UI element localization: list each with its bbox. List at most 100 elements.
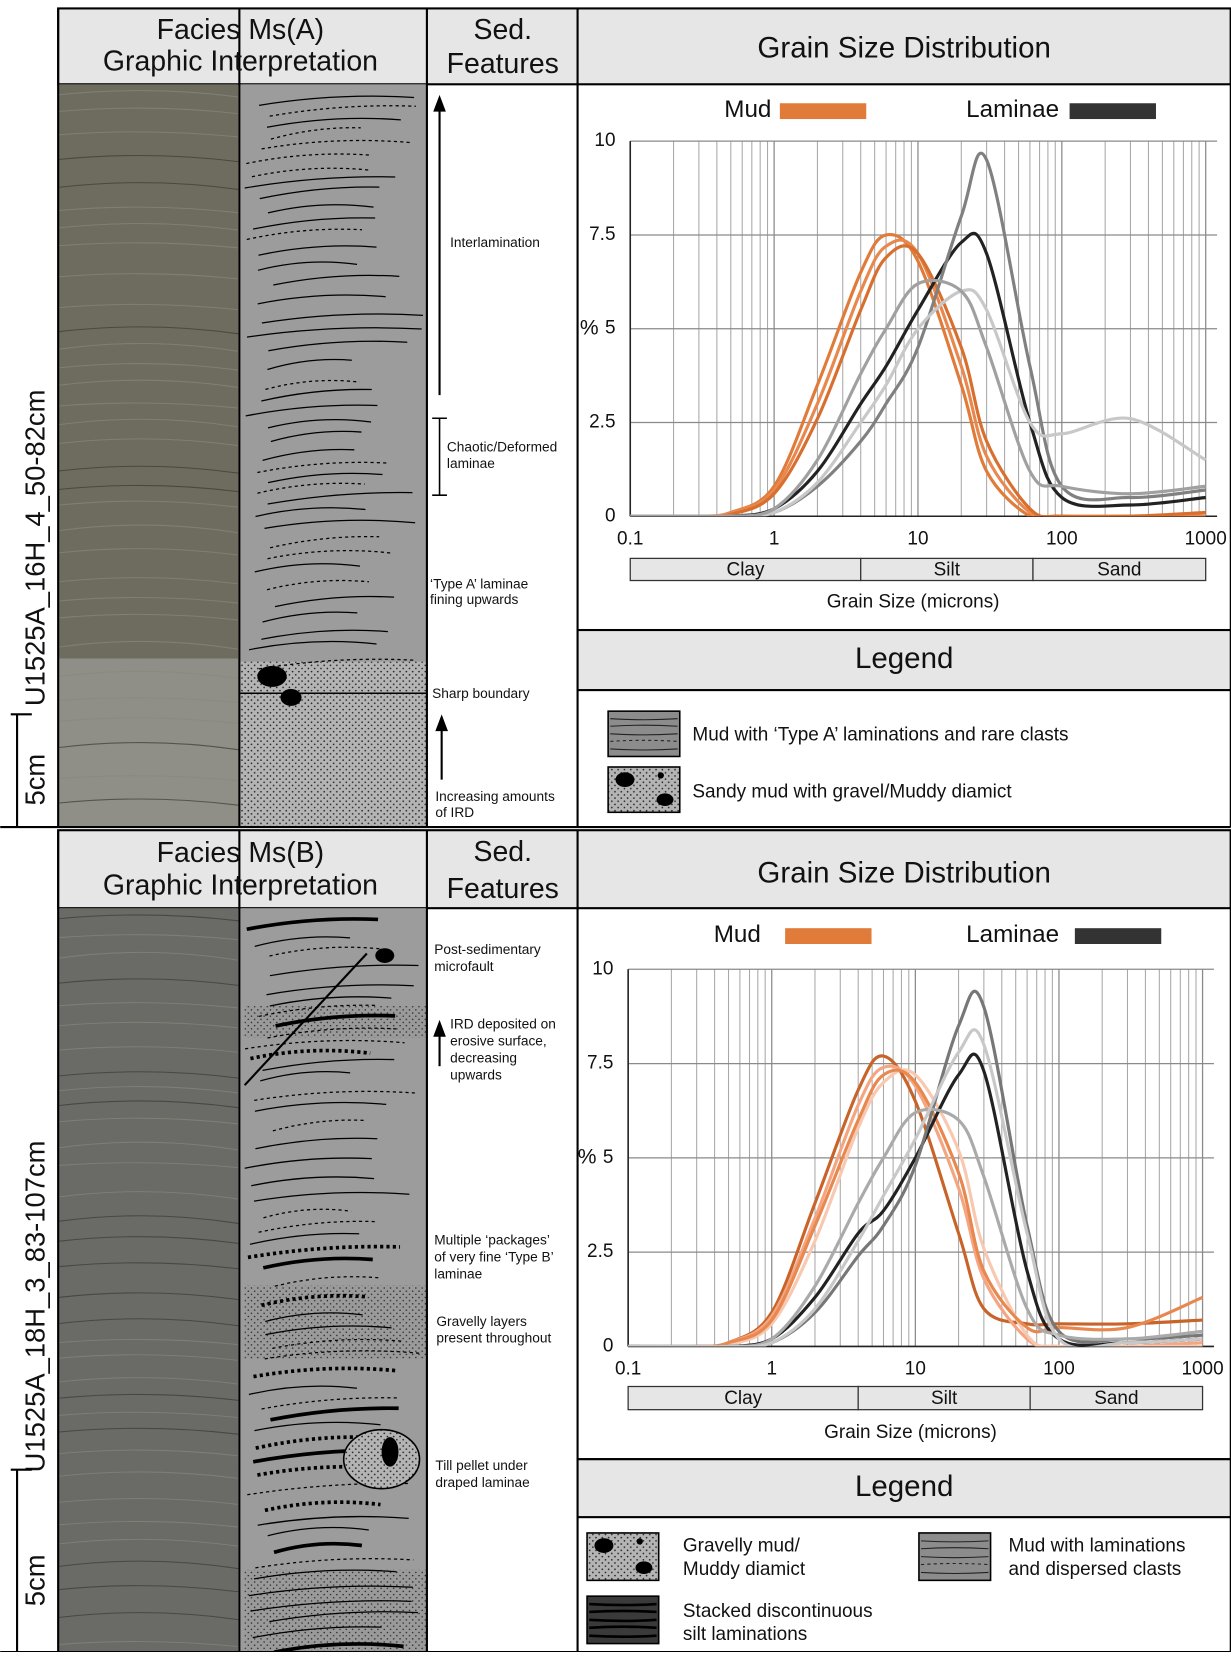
y-tick-label: 2.5 — [589, 411, 615, 432]
sed-title: Sed. — [474, 836, 533, 868]
feature-label: IRD deposited on — [450, 1017, 556, 1032]
clast — [658, 772, 664, 778]
arrow-head — [433, 95, 446, 112]
size-class-label: Sand — [1094, 1388, 1138, 1409]
facies-subtitle: Graphic Interpretation — [103, 46, 378, 78]
chart-title: Grain Size Distribution — [757, 31, 1050, 64]
y-tick-label: 7.5 — [589, 224, 615, 245]
arrow-head — [435, 714, 448, 731]
size-class-label: Clay — [724, 1388, 762, 1409]
legend-item-label: Mud with ‘Type A’ laminations and rare c… — [692, 724, 1068, 745]
lamina — [589, 1611, 656, 1612]
lamina — [589, 1636, 656, 1637]
facies-subtitle: Graphic Interpretation — [103, 870, 378, 902]
clast — [257, 666, 287, 687]
y-tick-label: 10 — [594, 130, 615, 151]
legend-item-label: Gravelly mud/ — [683, 1536, 801, 1557]
feature-label: fining upwards — [430, 592, 518, 607]
arrow-head — [433, 1020, 446, 1037]
feature-label: present throughout — [436, 1331, 551, 1346]
scale-label: 5cm — [19, 754, 50, 806]
x-tick-label: 1000 — [1185, 528, 1227, 549]
legend-label: Mud — [724, 96, 771, 123]
lamina — [589, 1620, 656, 1621]
legend-item-label: Sandy mud with gravel/Muddy diamict — [692, 781, 1012, 802]
sed-subtitle: Features — [447, 873, 559, 905]
legend-swatch — [608, 767, 680, 812]
legend-item-label: silt laminations — [683, 1624, 807, 1645]
x-tick-label: 10 — [907, 528, 928, 549]
clast — [616, 772, 635, 787]
y-tick-label: 0 — [603, 1335, 614, 1356]
feature-label: decreasing — [450, 1050, 517, 1065]
x-tick-label: 100 — [1046, 528, 1078, 549]
sed-title: Sed. — [474, 14, 533, 46]
y-tick-label: 7.5 — [587, 1053, 613, 1074]
legend-swatch — [1070, 103, 1156, 119]
facies-title: Facies Ms(A) — [157, 14, 324, 46]
legend-label: Laminae — [966, 921, 1059, 948]
x-tick-label: 1 — [769, 528, 780, 549]
core-label: U1525A_18H_3_83-107cm — [19, 1141, 50, 1473]
y-tick-label: 5 — [605, 318, 616, 339]
y-tick-label: 2.5 — [587, 1241, 613, 1262]
size-class-label: Sand — [1097, 560, 1141, 581]
legend-label: Mud — [714, 921, 761, 948]
legend-swatch — [587, 1596, 659, 1643]
core-label: U1525A_16H_4_50-82cm — [19, 390, 50, 707]
size-class-label: Clay — [727, 560, 765, 581]
feature-label: ‘Type A’ laminae — [430, 576, 528, 591]
size-class-label: Silt — [931, 1388, 958, 1409]
feature-label: microfault — [434, 959, 494, 974]
size-class-label: Silt — [934, 560, 961, 581]
legend-swatch — [587, 1533, 659, 1580]
feature-label: Multiple ‘packages’ — [434, 1233, 550, 1248]
legend-item-label: Muddy diamict — [683, 1559, 806, 1580]
y-axis-label: % — [578, 1145, 597, 1168]
feature-label: of IRD — [435, 805, 474, 820]
feature-label: Interlamination — [450, 235, 540, 250]
y-tick-label: 10 — [592, 958, 613, 979]
lamina — [589, 1604, 656, 1605]
legend-title: Legend — [855, 1470, 953, 1503]
page: {"panels":[ {"facies_title":"Facies Ms(A… — [0, 0, 1231, 1652]
feature-label: Gravelly layers — [436, 1314, 527, 1329]
feature-label: of very fine ‘Type B’ — [434, 1250, 553, 1265]
gravel-layer — [245, 1570, 427, 1652]
till-pellet — [344, 1430, 420, 1489]
legend-label: Laminae — [966, 96, 1059, 123]
figure: Facies Ms(A)Graphic InterpretationSed.Fe… — [0, 0, 1231, 1652]
x-tick-label: 10 — [905, 1359, 926, 1380]
feature-label: Sharp boundary — [432, 686, 530, 701]
sed-subtitle: Features — [447, 48, 559, 80]
legend-swatch — [919, 1533, 991, 1580]
feature-label: Till pellet under — [435, 1458, 528, 1473]
lamina — [589, 1627, 656, 1628]
y-tick-label: 5 — [603, 1147, 614, 1168]
feature-label: Post-sedimentary — [434, 942, 541, 957]
x-tick-label: 0.1 — [615, 1359, 641, 1380]
legend-item-label: and dispersed clasts — [1008, 1559, 1181, 1580]
x-tick-label: 1 — [766, 1359, 777, 1380]
gravel-layer — [245, 1006, 427, 1038]
feature-label: upwards — [450, 1067, 502, 1082]
clast — [280, 689, 301, 706]
y-tick-label: 0 — [605, 505, 616, 526]
x-axis-label: Grain Size (microns) — [827, 592, 1000, 613]
facies-title: Facies Ms(B) — [157, 837, 324, 869]
legend-item-label: Mud with laminations — [1008, 1536, 1185, 1557]
clast — [637, 1538, 643, 1544]
x-tick-label: 1000 — [1181, 1359, 1223, 1380]
x-tick-label: 0.1 — [617, 528, 643, 549]
legend-title: Legend — [855, 642, 953, 675]
legend-item-label: Stacked discontinuous — [683, 1601, 873, 1622]
clast — [375, 948, 394, 963]
clast — [657, 793, 674, 806]
x-tick-label: 100 — [1043, 1359, 1075, 1380]
clast — [382, 1437, 399, 1467]
x-axis-label: Grain Size (microns) — [824, 1422, 997, 1443]
scale-label: 5cm — [19, 1554, 50, 1606]
feature-label: erosive surface, — [450, 1034, 547, 1049]
legend-swatch — [1075, 928, 1161, 944]
y-axis-label: % — [580, 316, 599, 339]
